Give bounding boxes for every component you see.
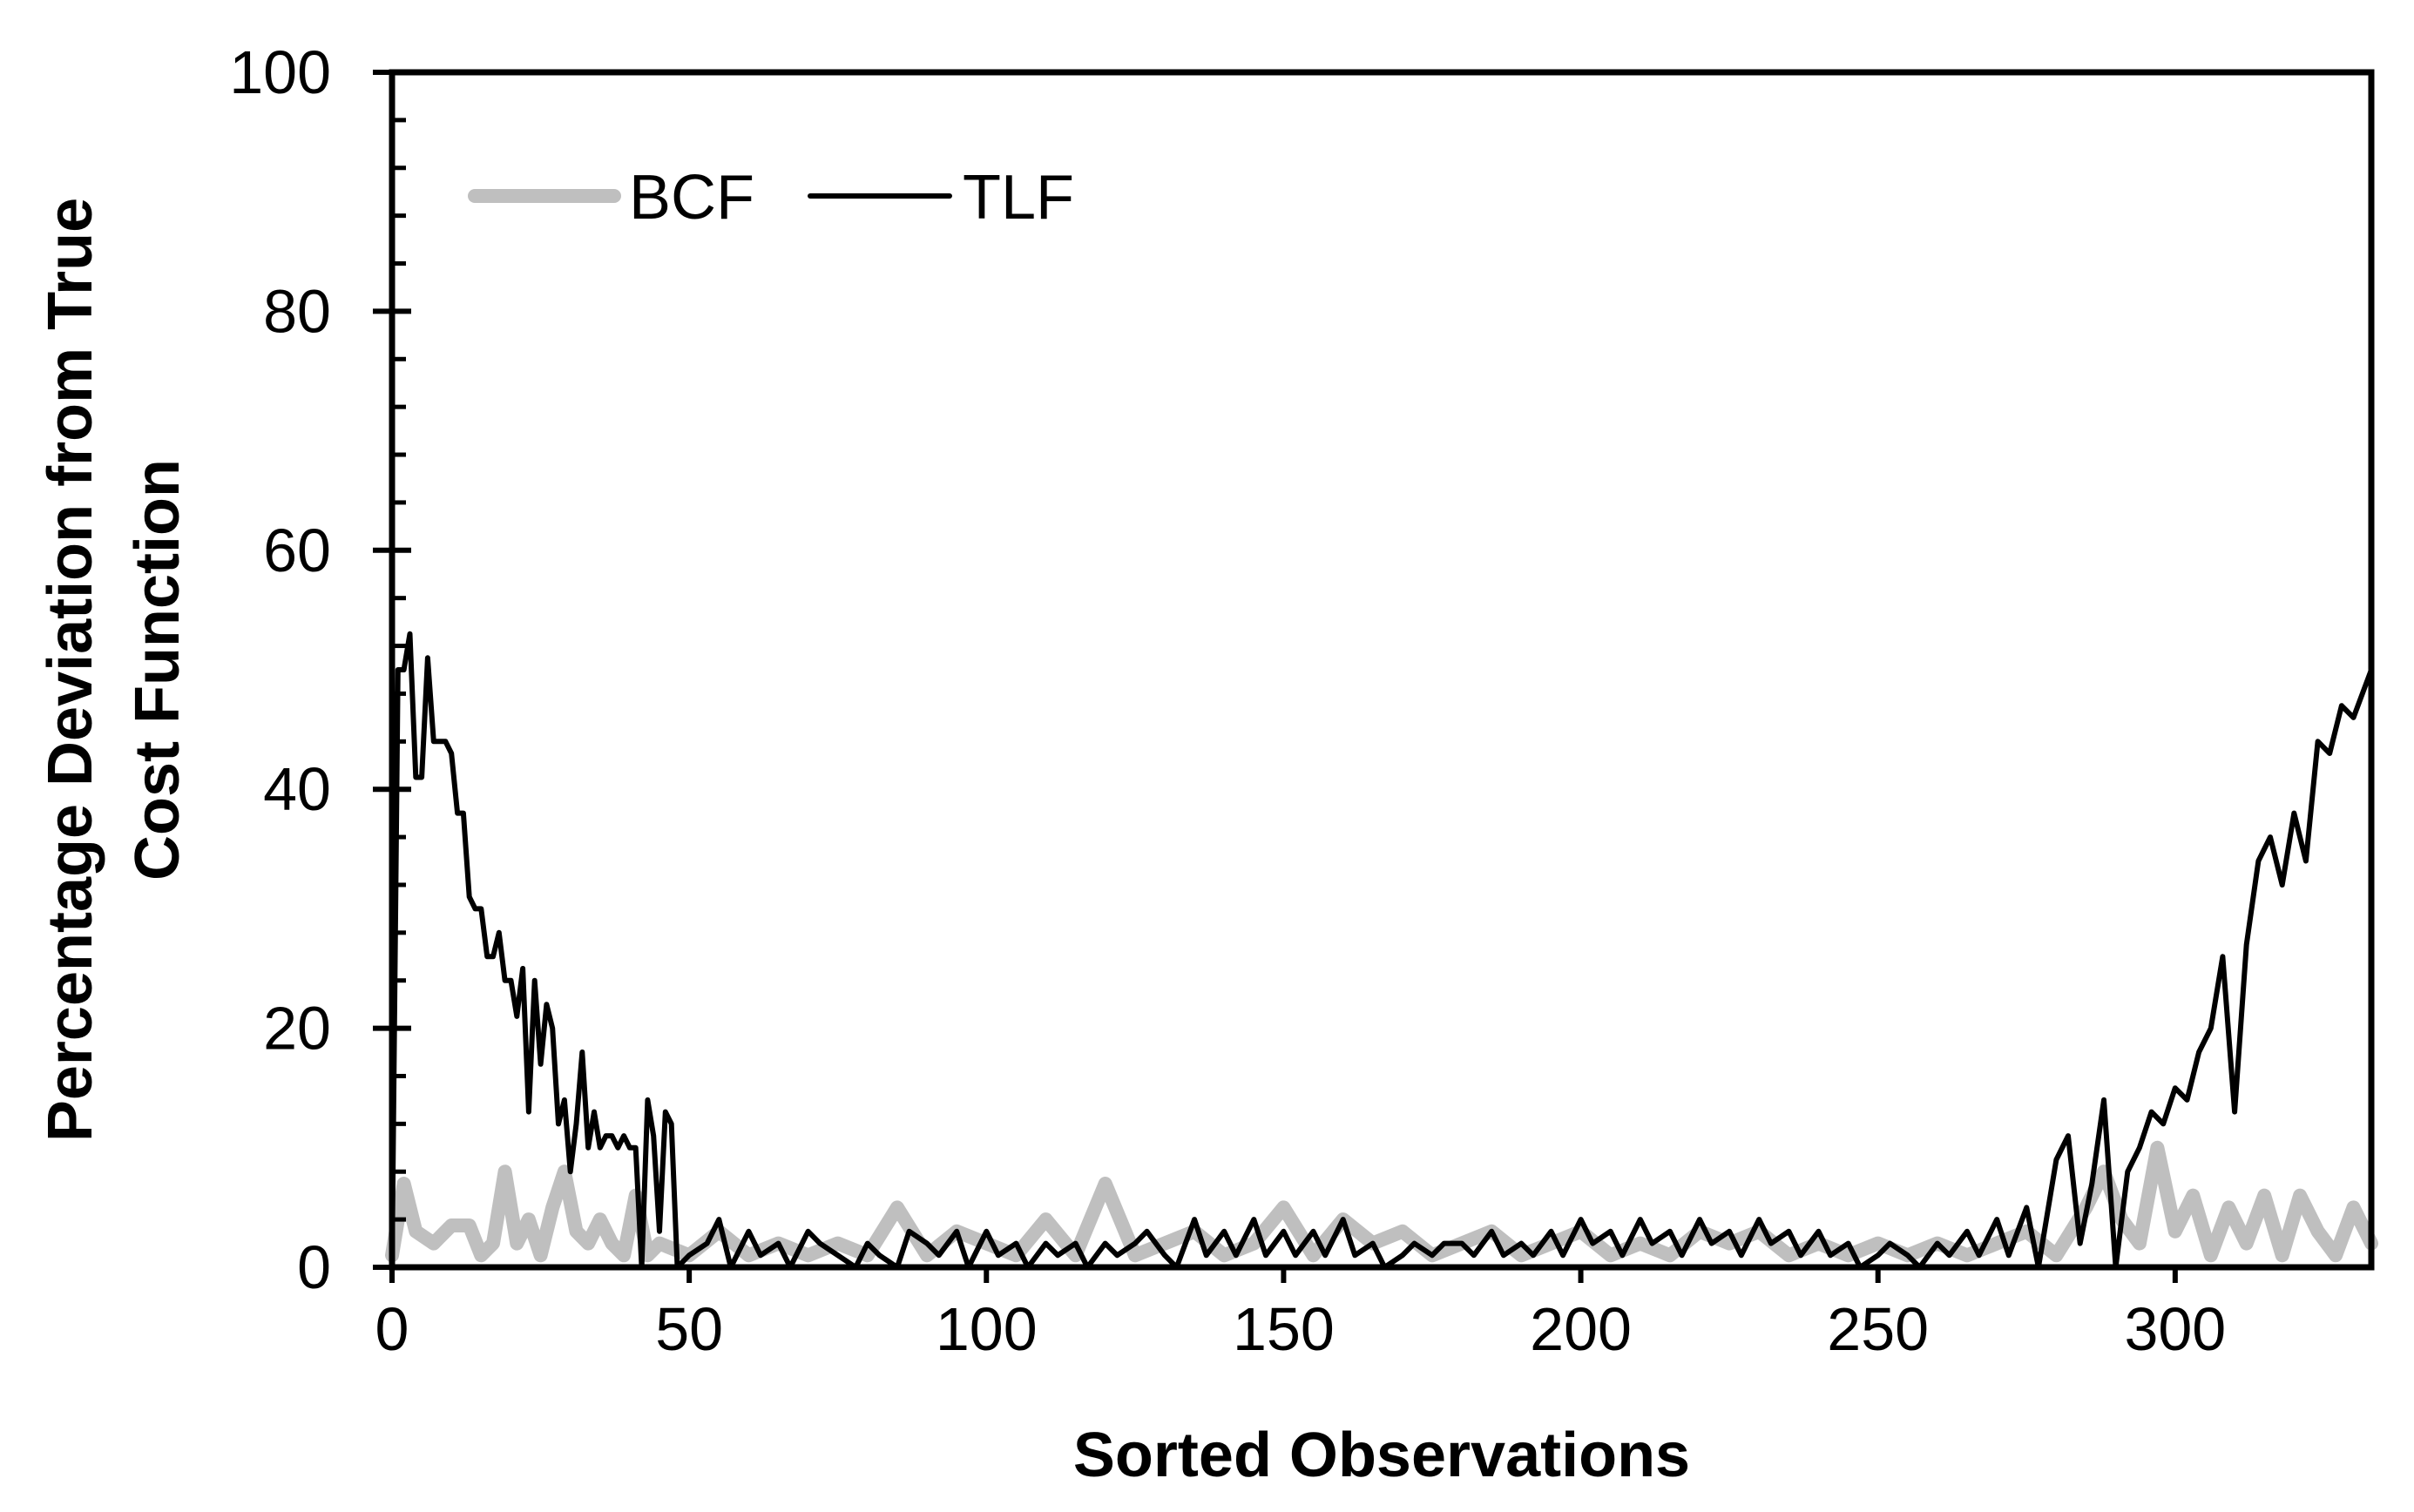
axes-layer: 0 20 40 60 80 100 0 50 100 150 200 250 300: [229, 38, 2375, 1363]
y-tick-label: 80: [263, 277, 331, 345]
legend: BCF TLF: [468, 163, 1074, 233]
x-tick-label: 150: [1233, 1295, 1335, 1363]
y-axis-title-line-1: Percentage Deviation from True: [36, 198, 105, 1142]
y-axis-title-line-2: Cost Function: [123, 459, 193, 881]
x-tick-label: 200: [1530, 1295, 1632, 1363]
y-tick-label: 100: [229, 38, 331, 106]
series-line-bcf: [385, 1140, 2378, 1263]
x-tick-label: 50: [655, 1295, 723, 1363]
series-layer: [385, 631, 2378, 1270]
legend-label-tlf: TLF: [963, 163, 1074, 233]
x-tick-label: 0: [375, 1295, 409, 1363]
x-axis-title: Sorted Observations: [1073, 1421, 1690, 1490]
legend-label-bcf: BCF: [629, 163, 754, 233]
y-tick-label: 60: [263, 516, 331, 584]
x-tick-label: 300: [2124, 1295, 2226, 1363]
x-tick-label: 250: [1827, 1295, 1929, 1363]
x-tick-label: 100: [936, 1295, 1038, 1363]
y-tick-label: 0: [297, 1233, 331, 1301]
plot-frame: [389, 69, 2375, 1271]
y-tick-label: 20: [263, 995, 331, 1063]
y-tick-label: 40: [263, 755, 331, 823]
series-line-tlf: [389, 631, 2374, 1270]
